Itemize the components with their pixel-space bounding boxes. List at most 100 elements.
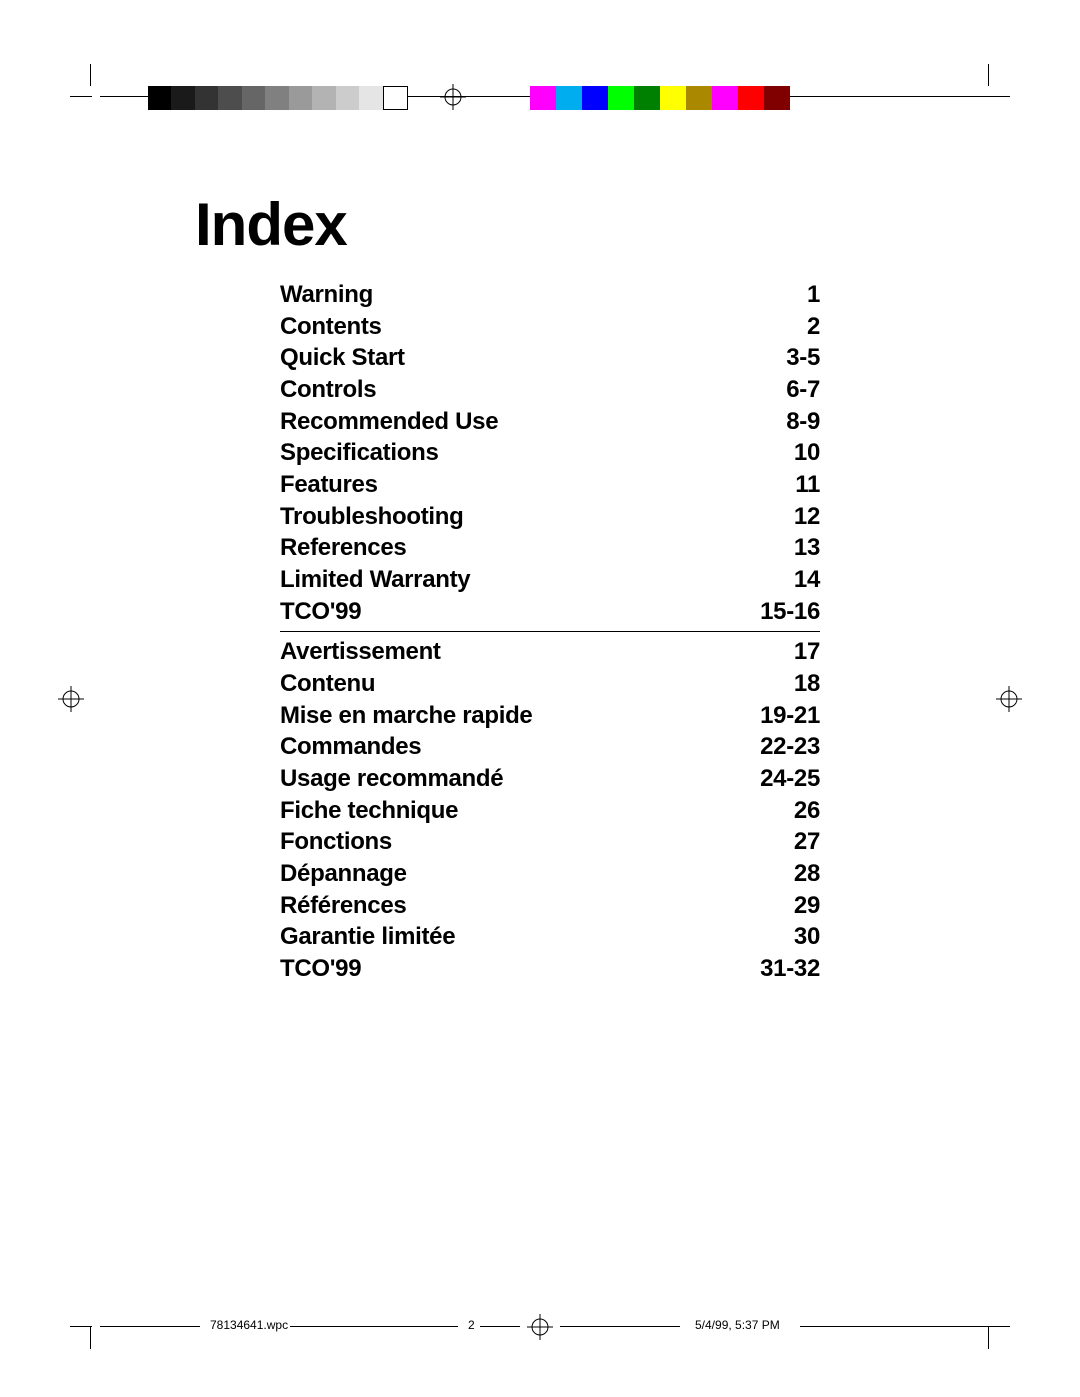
swatch bbox=[530, 86, 556, 110]
page: Index Warning 1 Contents 2 Quick Start 3-5 … bbox=[0, 0, 1080, 1397]
index-label: Warning bbox=[280, 279, 373, 311]
index-page: 1 bbox=[807, 279, 820, 311]
index-page: 26 bbox=[794, 795, 820, 827]
index-label: Troubleshooting bbox=[280, 501, 463, 533]
crop-tick bbox=[988, 96, 1010, 97]
index-page: 2 bbox=[807, 311, 820, 343]
swatch bbox=[660, 86, 686, 110]
index-block: Warning 1 Contents 2 Quick Start 3-5 Contro… bbox=[280, 279, 820, 985]
index-row: Features 11 bbox=[280, 469, 820, 501]
index-label: Controls bbox=[280, 374, 376, 406]
index-page: 10 bbox=[794, 437, 820, 469]
index-page: 3-5 bbox=[786, 342, 820, 374]
index-label: Commandes bbox=[280, 731, 421, 763]
index-label: Limited Warranty bbox=[280, 564, 470, 596]
index-row: Contenu 18 bbox=[280, 668, 820, 700]
index-label: Fiche technique bbox=[280, 795, 458, 827]
grayscale-swatch-bar bbox=[148, 86, 408, 110]
index-page: 18 bbox=[794, 668, 820, 700]
index-row: Specifications 10 bbox=[280, 437, 820, 469]
index-page: 14 bbox=[794, 564, 820, 596]
index-row: TCO'99 31-32 bbox=[280, 953, 820, 985]
index-label: Recommended Use bbox=[280, 406, 498, 438]
index-row: Controls 6-7 bbox=[280, 374, 820, 406]
index-page: 27 bbox=[794, 826, 820, 858]
index-row: Références 29 bbox=[280, 890, 820, 922]
footer-filename: 78134641.wpc bbox=[210, 1318, 288, 1332]
swatch bbox=[738, 86, 764, 110]
reg-line bbox=[790, 96, 988, 97]
section-divider bbox=[280, 631, 820, 632]
swatch bbox=[218, 86, 241, 110]
swatch bbox=[686, 86, 712, 110]
crop-tick bbox=[988, 64, 989, 86]
index-row: Commandes 22-23 bbox=[280, 731, 820, 763]
index-row: Garantie limitée30 bbox=[280, 921, 820, 953]
reg-line bbox=[800, 1326, 988, 1327]
footer-pagenum: 2 bbox=[468, 1318, 475, 1332]
index-row: Mise en marche rapide19-21 bbox=[280, 700, 820, 732]
swatch bbox=[148, 86, 171, 110]
index-label: TCO'99 bbox=[280, 953, 361, 985]
swatch bbox=[634, 86, 660, 110]
index-row: Quick Start 3-5 bbox=[280, 342, 820, 374]
index-row: Dépannage 28 bbox=[280, 858, 820, 890]
index-page: 8-9 bbox=[786, 406, 820, 438]
color-swatch-bar bbox=[530, 86, 790, 110]
registration-crosshair-icon bbox=[440, 84, 466, 110]
crop-tick bbox=[90, 1327, 91, 1349]
index-page: 31-32 bbox=[760, 953, 820, 985]
crop-tick bbox=[988, 1326, 1010, 1327]
index-row: Fiche technique 26 bbox=[280, 795, 820, 827]
index-page: 28 bbox=[794, 858, 820, 890]
swatch bbox=[312, 86, 335, 110]
crop-tick bbox=[70, 1326, 92, 1327]
crop-tick bbox=[988, 1327, 989, 1349]
swatch bbox=[764, 86, 790, 110]
swatch bbox=[359, 86, 382, 110]
index-page: 22-23 bbox=[760, 731, 820, 763]
registration-crosshair-icon bbox=[58, 686, 84, 712]
swatch bbox=[336, 86, 359, 110]
reg-line bbox=[408, 96, 530, 97]
swatch bbox=[556, 86, 582, 110]
index-label: Garantie limitée bbox=[280, 921, 455, 953]
page-title: Index bbox=[195, 190, 895, 259]
index-row: Fonctions 27 bbox=[280, 826, 820, 858]
swatch bbox=[195, 86, 218, 110]
index-page: 29 bbox=[794, 890, 820, 922]
reg-line bbox=[290, 1326, 458, 1327]
index-row: Avertissement 17 bbox=[280, 636, 820, 668]
index-row: Recommended Use 8-9 bbox=[280, 406, 820, 438]
content-area: Index Warning 1 Contents 2 Quick Start 3-5 … bbox=[195, 190, 895, 985]
index-row: Troubleshooting 12 bbox=[280, 501, 820, 533]
swatch bbox=[265, 86, 288, 110]
index-label: Références bbox=[280, 890, 406, 922]
index-label: Contents bbox=[280, 311, 382, 343]
index-page: 17 bbox=[794, 636, 820, 668]
index-label: Quick Start bbox=[280, 342, 405, 374]
index-page: 6-7 bbox=[786, 374, 820, 406]
index-row: Limited Warranty 14 bbox=[280, 564, 820, 596]
index-label: Specifications bbox=[280, 437, 439, 469]
index-label: Fonctions bbox=[280, 826, 392, 858]
index-page: 24-25 bbox=[760, 763, 820, 795]
index-label: Contenu bbox=[280, 668, 375, 700]
index-label: Features bbox=[280, 469, 378, 501]
reg-line bbox=[100, 1326, 200, 1327]
index-row: References 13 bbox=[280, 532, 820, 564]
crop-tick bbox=[70, 96, 92, 97]
index-label: Avertissement bbox=[280, 636, 441, 668]
reg-line bbox=[480, 1326, 520, 1327]
index-page: 13 bbox=[794, 532, 820, 564]
index-row: Usage recommandé24-25 bbox=[280, 763, 820, 795]
index-label: References bbox=[280, 532, 406, 564]
index-page: 11 bbox=[795, 469, 820, 501]
index-row: Warning 1 bbox=[280, 279, 820, 311]
index-page: 19-21 bbox=[760, 700, 820, 732]
footer-timestamp: 5/4/99, 5:37 PM bbox=[695, 1318, 780, 1332]
swatch bbox=[242, 86, 265, 110]
swatch bbox=[289, 86, 312, 110]
index-label: Dépannage bbox=[280, 858, 407, 890]
index-page: 12 bbox=[794, 501, 820, 533]
